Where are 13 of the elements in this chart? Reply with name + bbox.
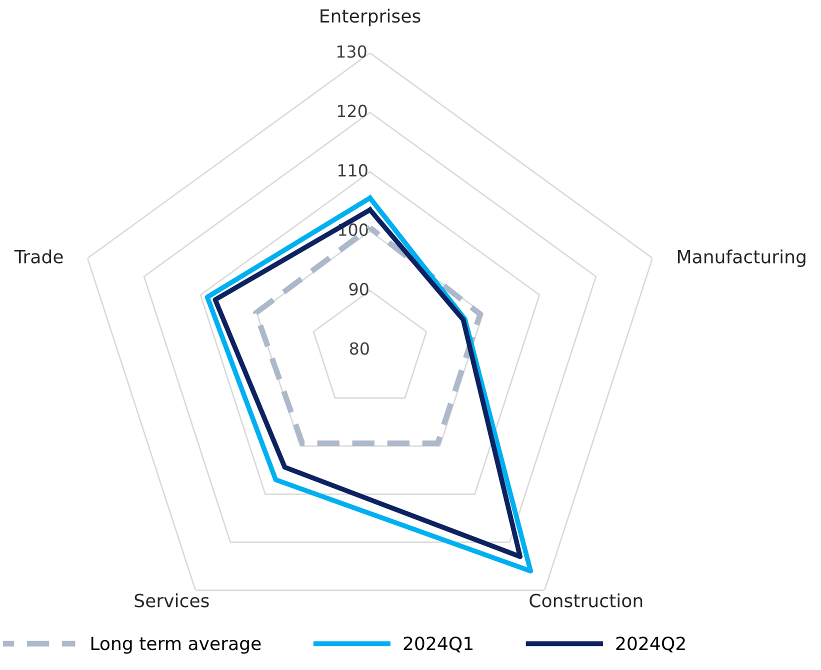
y-tick-label: 110 <box>338 164 368 177</box>
legend-label: 2024Q1 <box>404 636 472 652</box>
spoke-label: Enterprises <box>320 8 420 26</box>
spoke-label: Services <box>134 593 209 608</box>
y-tick-label: 90 <box>349 282 368 296</box>
spoke-label: Manufacturing <box>678 249 806 267</box>
y-tick-label: 80 <box>350 342 369 355</box>
y-tick-label: 130 <box>337 45 366 58</box>
y-tick-label: 120 <box>338 104 367 118</box>
legend-label: 2024Q2 <box>616 636 685 652</box>
legend-label: Long term average <box>91 636 261 654</box>
spoke-label: Trade <box>14 249 63 264</box>
spoke-label: Construction <box>530 593 642 608</box>
